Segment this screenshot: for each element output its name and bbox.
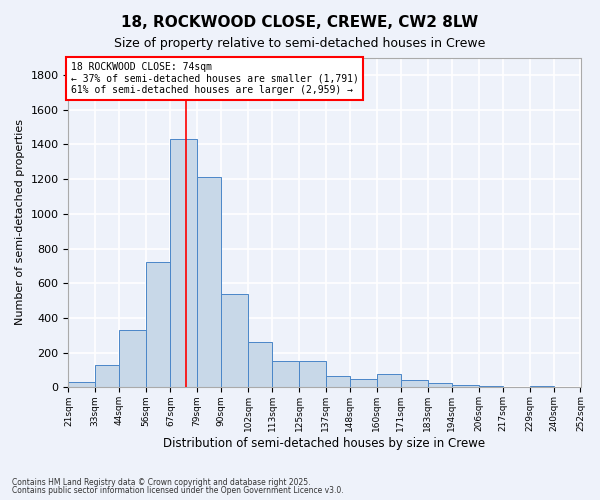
Bar	[272, 362, 299, 388]
Y-axis label: Number of semi-detached properties: Number of semi-detached properties	[15, 120, 25, 326]
X-axis label: Distribution of semi-detached houses by size in Crewe: Distribution of semi-detached houses by …	[163, 437, 485, 450]
Bar	[530, 386, 554, 388]
Bar	[350, 378, 377, 388]
Text: Size of property relative to semi-detached houses in Crewe: Size of property relative to semi-detach…	[115, 38, 485, 51]
Bar	[248, 342, 272, 388]
Bar	[299, 362, 326, 388]
Bar	[503, 387, 530, 388]
Bar	[377, 374, 401, 388]
Text: 18, ROCKWOOD CLOSE, CREWE, CW2 8LW: 18, ROCKWOOD CLOSE, CREWE, CW2 8LW	[121, 15, 479, 30]
Text: 18 ROCKWOOD CLOSE: 74sqm
← 37% of semi-detached houses are smaller (1,791)
61% o: 18 ROCKWOOD CLOSE: 74sqm ← 37% of semi-d…	[71, 62, 358, 95]
Bar	[170, 139, 197, 388]
Bar	[479, 386, 503, 388]
Text: Contains public sector information licensed under the Open Government Licence v3: Contains public sector information licen…	[12, 486, 344, 495]
Text: Contains HM Land Registry data © Crown copyright and database right 2025.: Contains HM Land Registry data © Crown c…	[12, 478, 311, 487]
Bar	[401, 380, 428, 388]
Bar	[452, 385, 479, 388]
Bar	[68, 382, 95, 388]
Bar	[554, 387, 580, 388]
Bar	[428, 383, 452, 388]
Bar	[119, 330, 146, 388]
Bar	[221, 294, 248, 388]
Bar	[146, 262, 170, 388]
Bar	[326, 376, 350, 388]
Bar	[197, 178, 221, 388]
Bar	[95, 365, 119, 388]
